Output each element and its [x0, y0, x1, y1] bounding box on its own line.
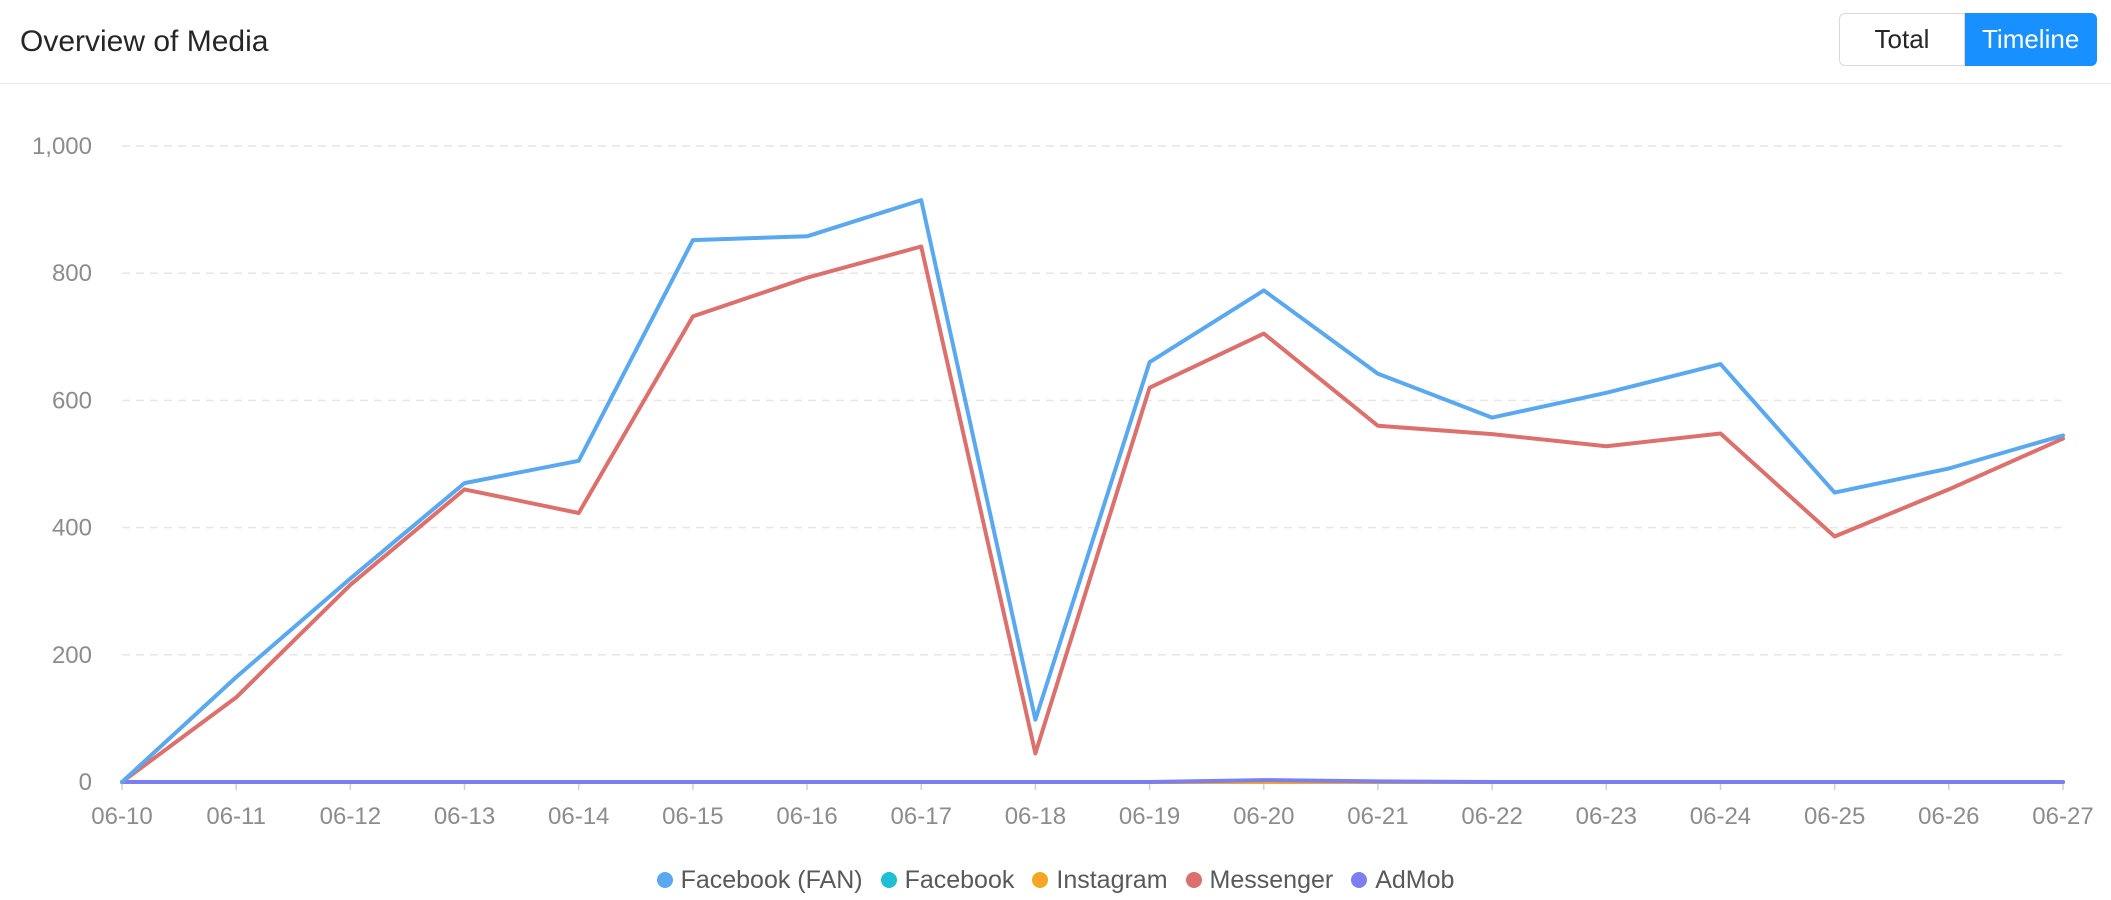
x-tick-label: 06-18 — [1005, 803, 1066, 830]
line-chart: 0 200 400 600 800 1,000 06-10 06-11 06-12 06-13 06… — [32, 133, 2094, 830]
legend-item-facebook-fan[interactable]: Facebook (FAN) — [656, 865, 863, 895]
x-tick-label: 06-16 — [776, 803, 837, 830]
legend-label: Instagram — [1056, 865, 1168, 894]
legend-item-instagram[interactable]: Instagram — [1032, 865, 1168, 895]
card-header: Overview of Media Total Timeline — [0, 0, 2111, 84]
x-tick-label: 06-25 — [1804, 803, 1865, 830]
x-tick-label: 06-12 — [320, 803, 381, 830]
total-toggle-button[interactable]: Total — [1839, 13, 1965, 66]
legend-label: AdMob — [1375, 865, 1455, 894]
legend-dot-icon — [880, 872, 897, 888]
y-tick-label: 200 — [52, 642, 92, 669]
view-toggle: Total Timeline — [1839, 13, 2097, 66]
x-tick-label: 06-17 — [891, 803, 952, 830]
legend-dot-icon — [1185, 872, 1202, 888]
x-tick-label: 06-15 — [662, 803, 723, 830]
legend-label: Messenger — [1209, 865, 1334, 894]
x-tick-label: 06-23 — [1576, 803, 1637, 830]
x-tick-label: 06-21 — [1347, 803, 1408, 830]
chart-legend: Facebook (FAN) Facebook Instagram Messenger… — [0, 862, 2111, 898]
x-tick-label: 06-10 — [91, 803, 152, 830]
x-tick-label: 06-20 — [1233, 803, 1294, 830]
series-line-messenger — [120, 244, 2065, 784]
x-tick-label: 06-19 — [1119, 803, 1180, 830]
series-line-facebook-fan — [120, 198, 2065, 784]
legend-item-facebook[interactable]: Facebook — [880, 865, 1015, 895]
y-tick-label: 400 — [52, 515, 92, 542]
y-tick-label: 0 — [79, 769, 92, 796]
series-line-admob — [120, 778, 2065, 784]
card-title: Overview of Media — [20, 25, 269, 58]
legend-dot-icon — [1351, 872, 1368, 888]
legend-dot-icon — [656, 872, 673, 888]
legend-item-messenger[interactable]: Messenger — [1185, 865, 1334, 895]
legend-dot-icon — [1032, 872, 1049, 888]
y-tick-label: 600 — [52, 387, 92, 414]
legend-label: Facebook (FAN) — [680, 865, 863, 894]
x-tick-label: 06-22 — [1461, 803, 1522, 830]
legend-item-admob[interactable]: AdMob — [1351, 866, 1454, 895]
y-tick-label: 800 — [52, 260, 92, 287]
x-tick-label: 06-24 — [1690, 803, 1751, 830]
legend-label: Facebook — [904, 865, 1015, 894]
x-tick-label: 06-13 — [434, 803, 495, 830]
x-tick-label: 06-27 — [2032, 803, 2093, 830]
x-tick-label: 06-14 — [548, 803, 609, 830]
x-tick-label: 06-26 — [1918, 803, 1979, 830]
y-tick-label: 1,000 — [32, 133, 92, 160]
timeline-toggle-button[interactable]: Timeline — [1965, 13, 2097, 66]
x-tick-label: 06-11 — [206, 803, 266, 830]
